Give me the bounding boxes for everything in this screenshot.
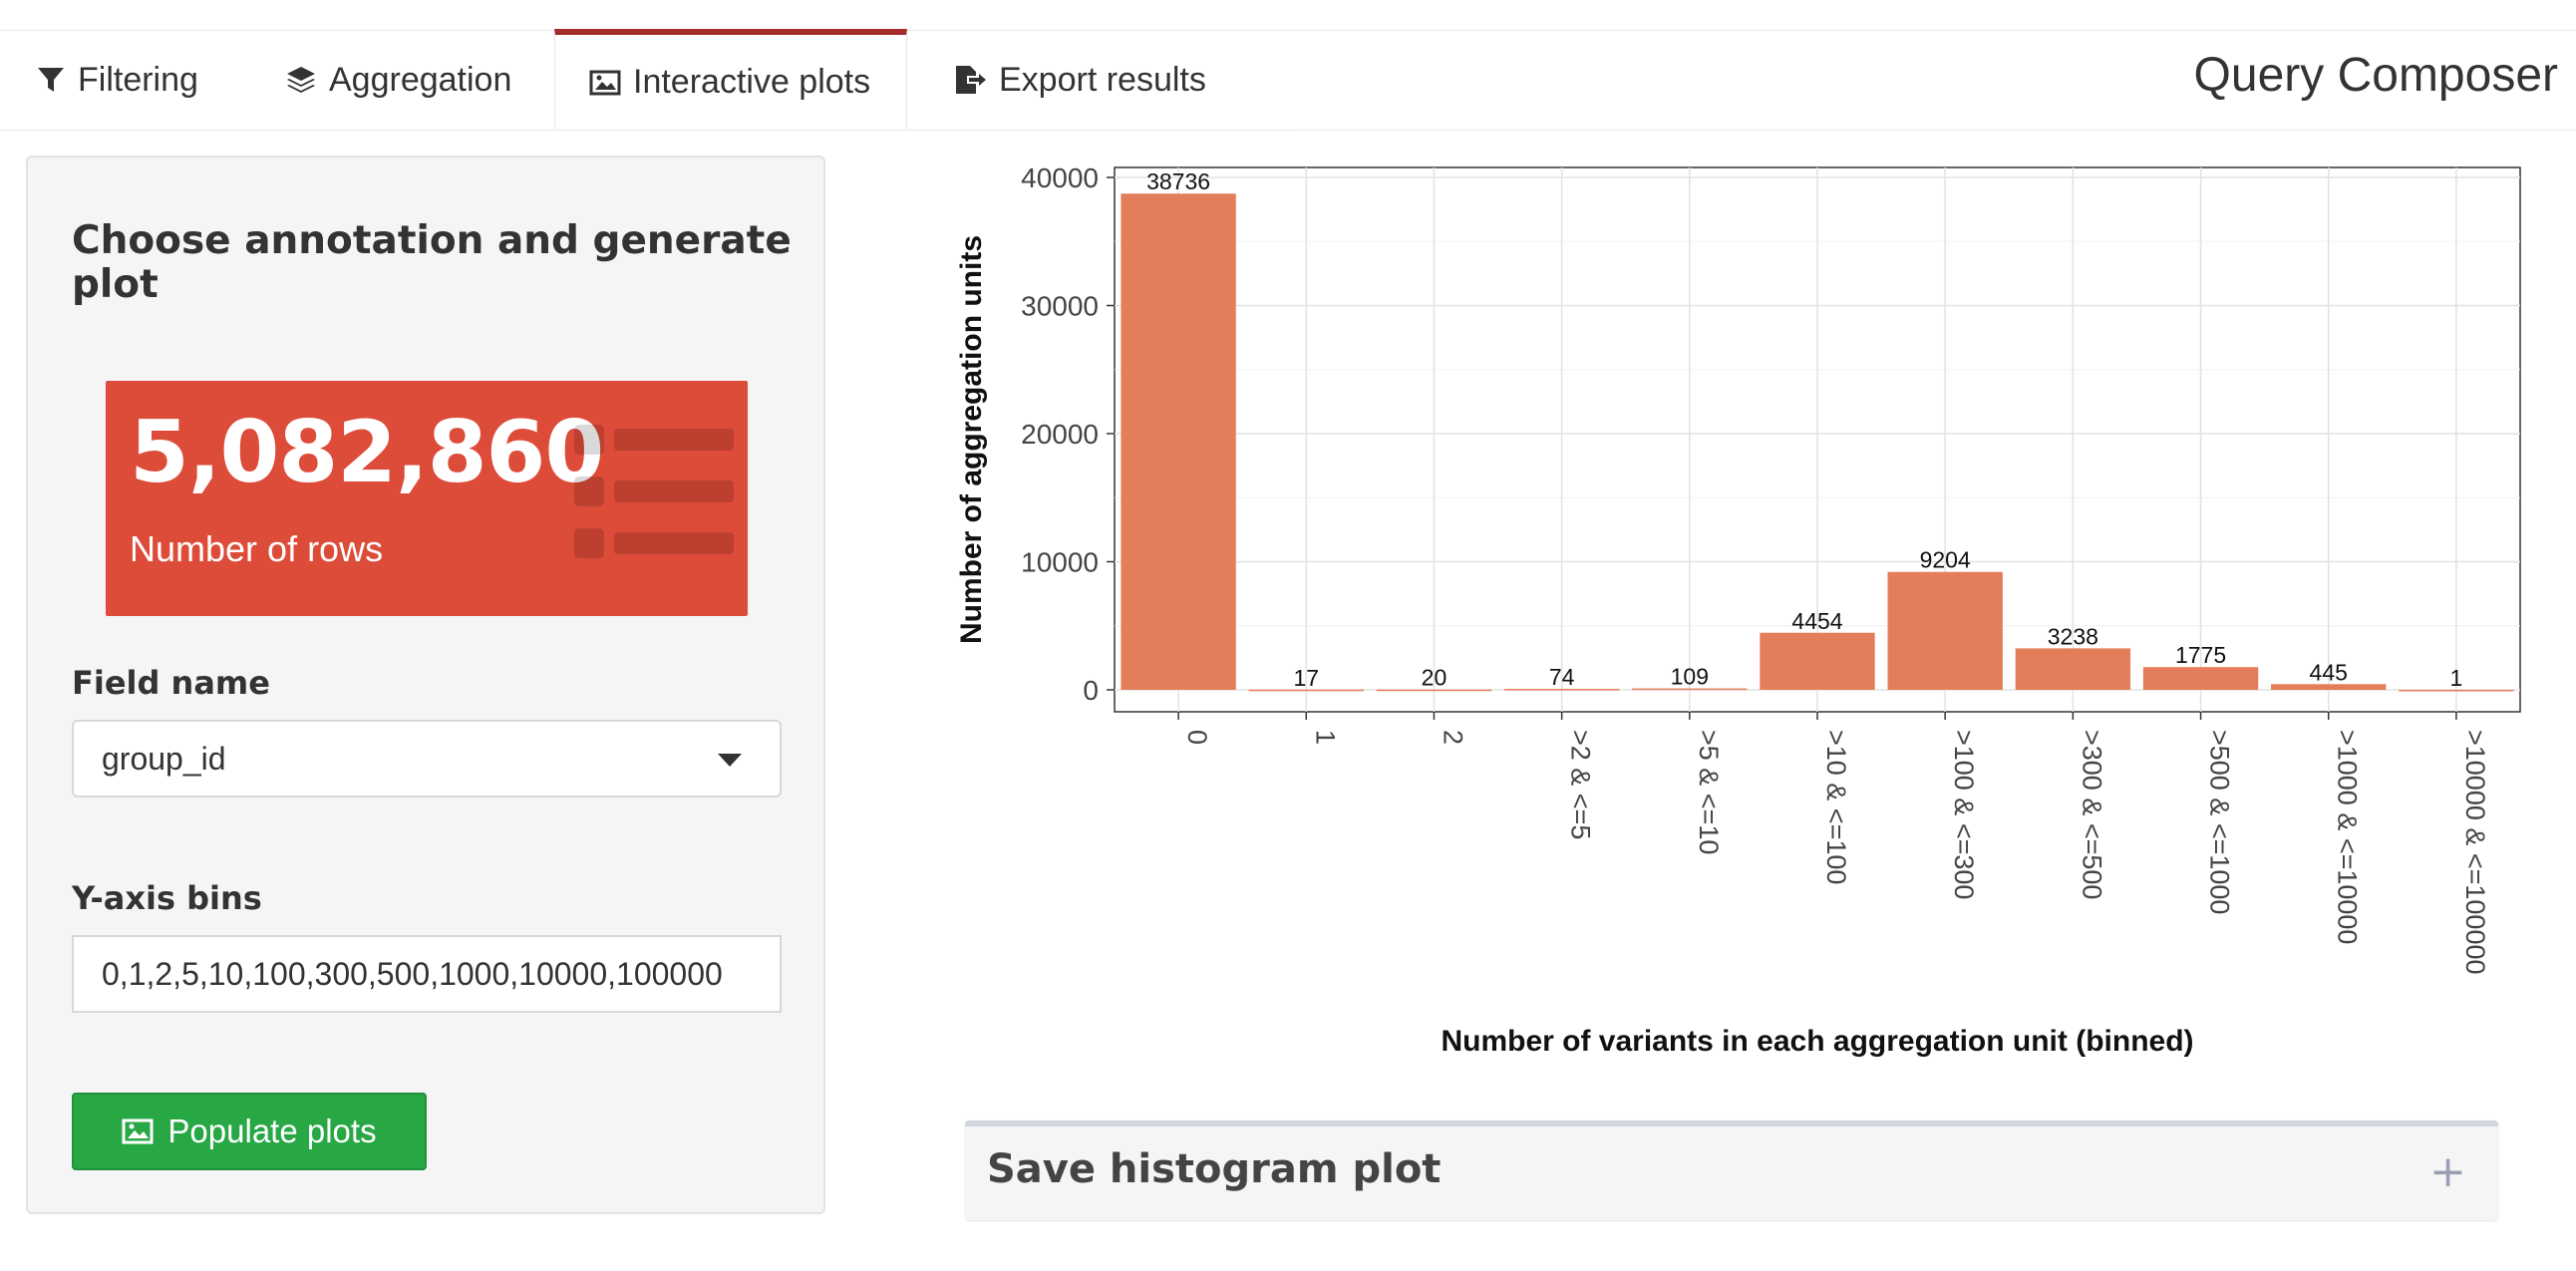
y-tick-label: 0 <box>1083 675 1099 706</box>
y-tick-label: 40000 <box>1021 162 1099 193</box>
field-name-label: Field name <box>72 664 270 702</box>
row-count-subtitle: Number of rows <box>130 528 384 569</box>
tab-aggregation-label: Aggregation <box>329 60 512 99</box>
tab-interactive-plots[interactable]: Interactive plots <box>554 29 907 130</box>
x-axis-title: Number of variants in each aggregation u… <box>1441 1025 2193 1058</box>
sidebar-panel: Choose annotation and generate plot 5,08… <box>26 156 825 1214</box>
filter-icon <box>38 68 64 92</box>
save-histogram-box[interactable]: Save histogram plot + <box>965 1120 2498 1220</box>
x-tick-label: >2 & <=5 <box>1566 730 1596 839</box>
layers-icon <box>287 67 315 93</box>
bar <box>1376 689 1492 692</box>
bar <box>1887 571 2003 690</box>
bar-value-label: 38736 <box>1146 168 1210 194</box>
bar-value-label: 445 <box>2310 659 2348 685</box>
tab-filtering-label: Filtering <box>78 60 198 99</box>
populate-plots-label: Populate plots <box>167 1112 377 1149</box>
x-tick-label: >5 & <=10 <box>1694 730 1724 854</box>
x-tick-label: >300 & <=500 <box>2077 730 2106 899</box>
bar-value-label: 1775 <box>2175 642 2226 668</box>
image-icon <box>122 1118 154 1144</box>
bins-input[interactable] <box>72 935 782 1013</box>
bar <box>1632 688 1748 691</box>
x-tick-label: 0 <box>1182 730 1212 745</box>
x-tick-label: >10000 & <=100000 <box>2460 730 2490 975</box>
bar-value-label: 3238 <box>2048 623 2098 649</box>
row-count-value: 5,082,860 <box>130 403 604 502</box>
x-tick-label: >500 & <=1000 <box>2205 730 2235 914</box>
bar-value-label: 9204 <box>1920 547 1971 573</box>
field-name-selected: group_id <box>102 740 226 777</box>
chevron-down-icon <box>718 754 742 767</box>
expand-plus-icon[interactable]: + <box>2429 1146 2466 1197</box>
x-tick-label: >1000 & <=10000 <box>2333 730 2363 944</box>
tab-export-results[interactable]: Export results <box>917 30 1256 130</box>
bar-value-label: 74 <box>1549 664 1575 690</box>
tab-interactive-plots-label: Interactive plots <box>633 63 871 101</box>
bar <box>1760 632 1875 690</box>
bar-value-label: 4454 <box>1791 608 1842 634</box>
y-axis-title: Number of aggregation units <box>955 235 988 644</box>
tab-aggregation[interactable]: Aggregation <box>249 30 554 130</box>
x-tick-label: 1 <box>1310 730 1340 745</box>
image-icon <box>589 70 621 95</box>
bar <box>2142 667 2259 690</box>
x-tick-label: >100 & <=300 <box>1949 730 1979 899</box>
header-divider <box>1296 130 2576 131</box>
tab-filtering[interactable]: Filtering <box>0 30 253 130</box>
y-tick-label: 20000 <box>1021 419 1099 450</box>
bar <box>1503 689 1620 691</box>
export-file-icon <box>956 66 986 94</box>
y-tick-label: 10000 <box>1021 547 1099 578</box>
bar-value-label: 1 <box>2450 665 2463 691</box>
bins-label: Y-axis bins <box>72 879 262 917</box>
panel-heading: Choose annotation and generate plot <box>72 218 792 307</box>
x-tick-label: 2 <box>1438 730 1467 745</box>
bar <box>1248 689 1364 692</box>
tab-bar: Filtering Aggregation Interactive plots … <box>0 29 1296 131</box>
top-divider <box>0 30 2576 31</box>
list-icon <box>574 425 734 558</box>
row-count-valuebox: 5,082,860 Number of rows <box>106 381 748 616</box>
y-tick-label: 30000 <box>1021 291 1099 322</box>
bar <box>2015 648 2131 690</box>
save-histogram-title: Save histogram plot <box>987 1146 1442 1192</box>
populate-plots-button[interactable]: Populate plots <box>72 1093 427 1170</box>
x-tick-label: >10 & <=100 <box>1821 730 1851 884</box>
tab-export-results-label: Export results <box>999 60 1206 99</box>
bar-value-label: 17 <box>1293 665 1319 691</box>
bar <box>2399 689 2514 692</box>
app-title: Query Composer <box>2193 49 2558 102</box>
bar-value-label: 109 <box>1671 664 1709 690</box>
field-name-select[interactable]: group_id <box>72 720 782 797</box>
bar-value-label: 20 <box>1422 665 1448 691</box>
bar <box>2271 684 2387 690</box>
bar <box>1121 193 1236 690</box>
